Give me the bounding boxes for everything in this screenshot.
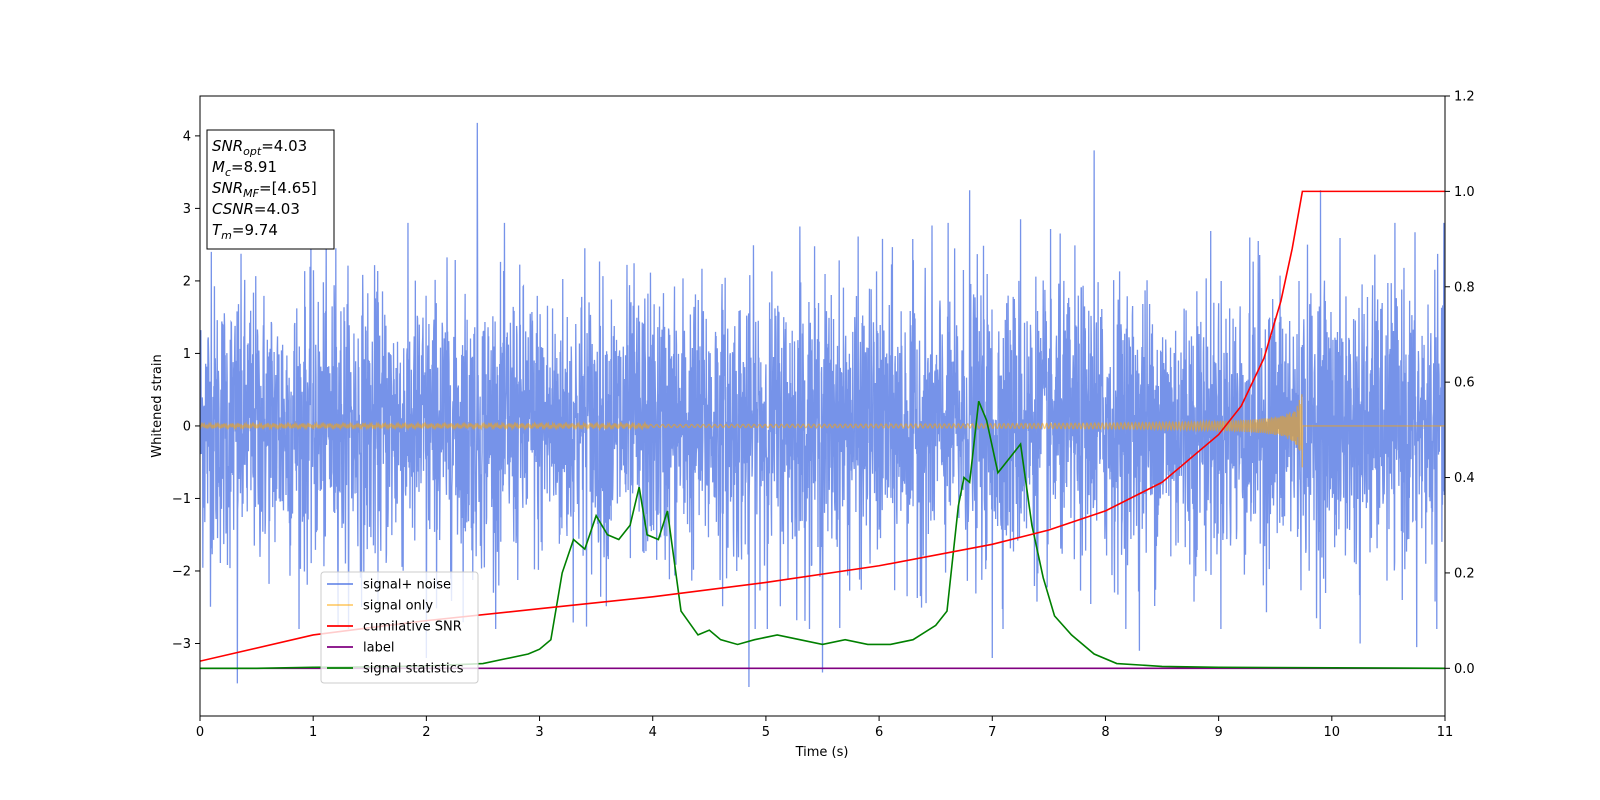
annotation-line: SNRopt=4.03 xyxy=(212,137,307,158)
axes-layer: 0 1 2 3 4 5 6 7 8 9 10 11 −3 −2 −1 0 1 2 3 4 0.0 0.2 0.4 0.6 0.8… xyxy=(172,90,1475,741)
y-axis-label: Whitened strain xyxy=(150,354,165,457)
y2-tick-label: 1.2 xyxy=(1454,90,1475,105)
x-tick-label: 0 xyxy=(196,725,204,740)
y2-tick-label: 0.0 xyxy=(1454,662,1475,677)
plot-frame xyxy=(199,95,1446,717)
x-tick-label: 9 xyxy=(1214,725,1222,740)
annotation-line: Mc=8.91 xyxy=(212,158,277,179)
legend-entry-label: label xyxy=(363,641,394,656)
y2-tick-label: 1.0 xyxy=(1454,185,1475,200)
x-tick-label: 5 xyxy=(762,725,770,740)
y-tick-label: 4 xyxy=(183,129,191,144)
legend-entry-label: cumilative SNR xyxy=(363,620,462,635)
legend: signal+ noise signal only cumilative SNR la… xyxy=(320,571,479,684)
series-cumulative-snr xyxy=(200,190,1445,662)
legend-entry-label: signal statistics xyxy=(363,662,464,677)
y-tick-label: 3 xyxy=(183,202,191,217)
x-tick-label: 4 xyxy=(649,725,657,740)
x-tick-label: 3 xyxy=(535,725,543,740)
x-tick-label: 10 xyxy=(1324,725,1341,740)
y-tick-label: 0 xyxy=(183,419,191,434)
y-tick-label: −2 xyxy=(172,564,191,579)
series-signal-only xyxy=(200,394,1445,468)
annotation-line: Tm=9.74 xyxy=(212,221,278,242)
x-tick-label: 7 xyxy=(988,725,996,740)
x-tick-label: 2 xyxy=(422,725,430,740)
y2-tick-label: 0.6 xyxy=(1454,376,1475,391)
series-signal-statistics xyxy=(200,400,1445,670)
x-tick-label: 1 xyxy=(309,725,317,740)
annotation-line: CSNR=4.03 xyxy=(212,200,300,218)
y-tick-label: 2 xyxy=(183,274,191,289)
x-tick-label: 11 xyxy=(1437,725,1454,740)
x-tick-label: 6 xyxy=(875,725,883,740)
x-tick-label: 8 xyxy=(1101,725,1109,740)
legend-entry-label: signal+ noise xyxy=(363,578,451,593)
legend-entry-label: signal only xyxy=(363,599,433,614)
y2-tick-label: 0.8 xyxy=(1454,280,1475,295)
y2-tick-label: 0.2 xyxy=(1454,566,1475,581)
x-axis-label: Time (s) xyxy=(795,745,849,760)
annotation-frame xyxy=(206,129,335,250)
annotation-line: SNRMF=[4.65] xyxy=(212,179,317,200)
y-tick-label: 1 xyxy=(183,347,191,362)
legend-box xyxy=(320,571,479,684)
y2-tick-label: 0.4 xyxy=(1454,471,1475,486)
y-tick-label: −3 xyxy=(172,637,191,652)
y-tick-label: −1 xyxy=(172,492,191,507)
